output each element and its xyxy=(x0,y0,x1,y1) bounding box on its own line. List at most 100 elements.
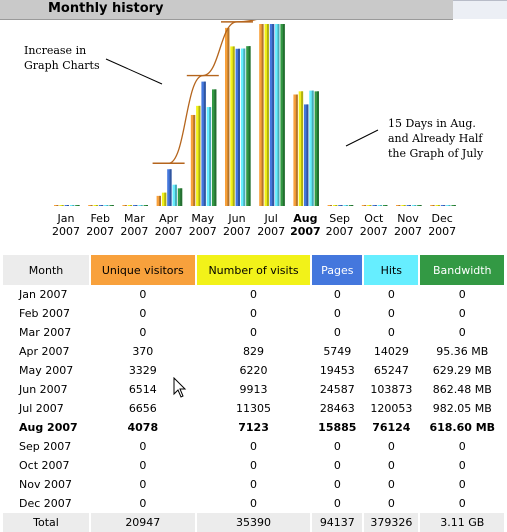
annotation-left-pointer xyxy=(105,58,163,85)
bar-body xyxy=(327,205,332,206)
bar-body xyxy=(280,24,285,206)
bar-shade xyxy=(56,205,59,206)
bar-pages xyxy=(304,104,309,206)
table-total-row: Total 20947 35390 94137 379326 3.11 GB xyxy=(3,513,504,532)
table-row: Aug 2007 4078 7123 15885 76124 618.60 MB xyxy=(3,418,504,437)
x-tick-label-month: Aug xyxy=(293,212,317,225)
bar-shade xyxy=(351,205,354,206)
bar-shade xyxy=(437,205,440,206)
bar-unique-visitors xyxy=(190,114,196,206)
x-tick-label-year: 2007 xyxy=(428,225,456,238)
row-value-cell: 0 xyxy=(139,440,147,453)
bar-body xyxy=(348,205,354,206)
bar-shade xyxy=(101,205,104,206)
bar-body xyxy=(430,205,435,206)
x-tick-label-year: 2007 xyxy=(189,225,217,238)
bar-body xyxy=(377,205,383,206)
col-number-of-visits: Number of visits xyxy=(196,255,311,285)
bar-body xyxy=(259,24,264,206)
bar-bandwidth xyxy=(417,205,422,206)
bar-body xyxy=(64,205,69,206)
bar-body xyxy=(383,205,388,206)
row-value-cell: 629.29 MB xyxy=(432,364,492,377)
bar-number-of-visits xyxy=(161,192,167,206)
page-title: Monthly history xyxy=(48,1,164,16)
table-header-row: Month Unique visitors Number of visits P… xyxy=(3,255,504,285)
bar-pages xyxy=(372,205,377,206)
bar-bandwidth xyxy=(212,89,217,206)
row-value-cell: 0 xyxy=(250,478,258,491)
bar-body xyxy=(196,105,201,206)
bar-number-of-visits xyxy=(401,205,406,206)
bar-shade xyxy=(193,114,196,206)
bar-body xyxy=(440,205,446,206)
table-row: Oct 2007 0 0 0 0 0 xyxy=(3,456,504,475)
bar-number-of-visits xyxy=(264,24,269,206)
row-value-cell: 370 xyxy=(132,345,154,358)
bar-body xyxy=(225,27,230,206)
row-value-cell: 0 xyxy=(458,326,466,339)
row-month-cell: Sep 2007 xyxy=(19,440,72,453)
bar-shade xyxy=(227,27,230,206)
bar-body xyxy=(138,205,143,206)
bar-body xyxy=(264,24,269,206)
bar-shade xyxy=(67,205,69,206)
bar-shade xyxy=(248,46,251,207)
header-divider xyxy=(0,19,453,20)
bar-hits xyxy=(377,205,383,206)
row-value-cell: 0 xyxy=(139,497,147,510)
bar-body xyxy=(338,205,343,206)
total-value-cell: 20947 xyxy=(91,513,195,532)
table-row: Jul 2007 6656 11305 28463 120053 982.05 MB xyxy=(3,399,504,418)
row-value-cell: 0 xyxy=(458,307,466,320)
row-value-cell: 95.36 MB xyxy=(436,345,489,358)
bar-shade xyxy=(169,169,172,206)
bar-pages xyxy=(167,169,172,206)
row-value-cell: 14029 xyxy=(373,345,409,358)
row-value-cell: 0 xyxy=(139,459,147,472)
table-row: Dec 2007 0 0 0 0 0 xyxy=(3,494,504,513)
bar-shade xyxy=(419,205,422,206)
row-value-cell: 0 xyxy=(387,478,395,491)
bar-shade xyxy=(111,205,114,206)
bar-number-of-visits xyxy=(230,46,235,206)
bar-body xyxy=(167,169,172,206)
bar-pages xyxy=(338,205,343,206)
row-value-cell: 0 xyxy=(250,326,258,339)
x-tick-label-month: Feb xyxy=(90,212,109,225)
row-value-cell: 0 xyxy=(458,440,466,453)
bar-body xyxy=(109,205,114,206)
col-pages: Pages xyxy=(312,255,363,285)
table-row: Jun 2007 6514 9913 24587 103873 862.48 MB xyxy=(3,380,504,399)
x-tick-label-month: Sep xyxy=(329,212,350,225)
mouse-pointer-icon xyxy=(173,377,187,398)
annotation-left: Increase in Graph Charts xyxy=(24,44,100,72)
bar-body xyxy=(246,46,251,207)
bar-body xyxy=(269,24,275,206)
bar-shade xyxy=(369,205,372,206)
bar-body xyxy=(75,205,80,206)
bar-shade xyxy=(90,205,93,206)
bar-shade xyxy=(317,91,319,206)
row-value-cell: 0 xyxy=(250,307,258,320)
annotation-right-pointer xyxy=(345,129,379,147)
total-value-cell: 379326 xyxy=(364,513,419,532)
bar-pages xyxy=(440,205,446,206)
bar-number-of-visits xyxy=(367,205,372,206)
bar-shade xyxy=(72,205,75,206)
bar-shade xyxy=(295,94,298,206)
row-value-cell: 0 xyxy=(250,440,258,453)
bar-shade xyxy=(340,205,343,206)
bar-shade xyxy=(453,205,456,206)
bar-body xyxy=(275,24,280,206)
bar-body xyxy=(127,205,133,206)
bar-bandwidth xyxy=(75,205,80,206)
bar-shade xyxy=(385,205,388,206)
row-value-cell: 0 xyxy=(333,459,341,472)
header-bar xyxy=(0,0,453,19)
bar-shade xyxy=(174,184,177,206)
bar-body xyxy=(372,205,377,206)
bar-body xyxy=(54,205,59,206)
row-value-cell: 4078 xyxy=(127,421,159,434)
row-value-cell: 0 xyxy=(387,288,395,301)
